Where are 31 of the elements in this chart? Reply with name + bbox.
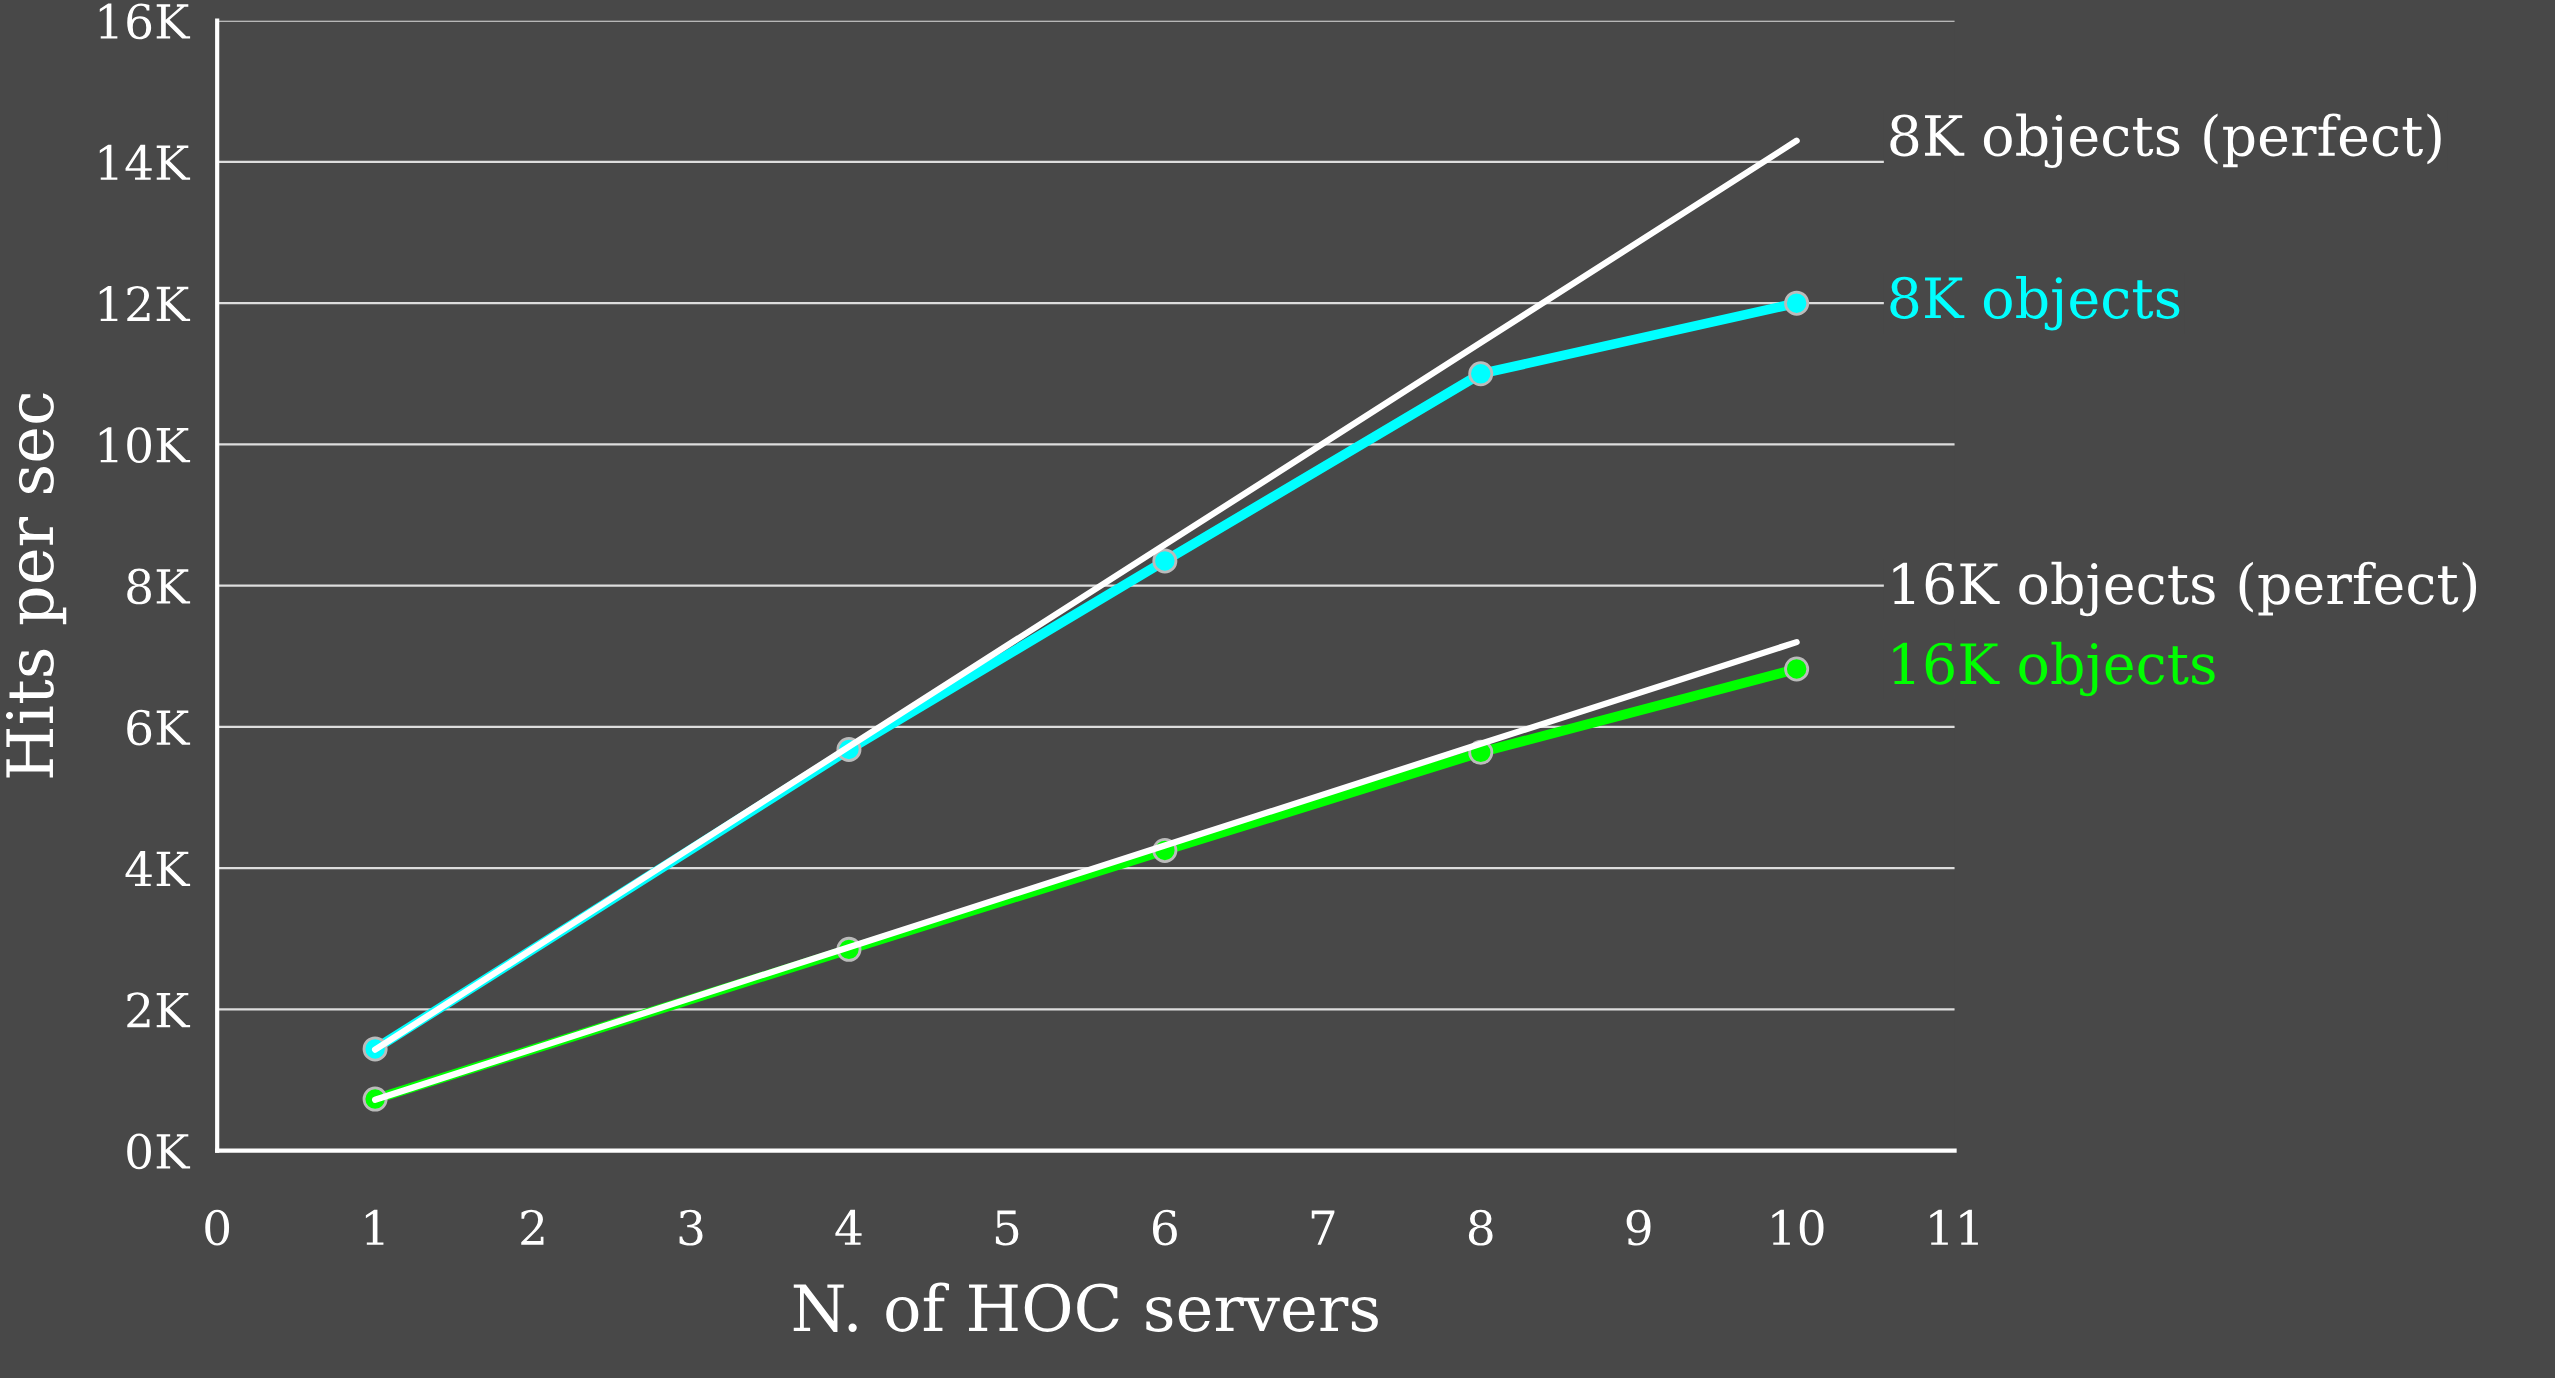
x-tick-label: 7 bbox=[1311, 1210, 1335, 1245]
y-tick-label: 16K bbox=[99, 3, 191, 40]
y-tick-label: 14K bbox=[99, 144, 191, 180]
point bbox=[1784, 290, 1810, 316]
series-label: 8K objects (perfect) bbox=[1890, 113, 2441, 169]
y-axis-title: Hits per sec bbox=[5, 393, 67, 778]
x-tick-label: 10 bbox=[1772, 1209, 1824, 1246]
x-tick-label: 6 bbox=[1152, 1209, 1177, 1246]
x-tick-label: 8 bbox=[1468, 1209, 1493, 1246]
x-tick-label: 4 bbox=[835, 1209, 862, 1245]
series-label: 16K objects bbox=[1893, 641, 2215, 697]
y-tick-label: 0K bbox=[127, 1133, 191, 1170]
x-tick-label: 11 bbox=[1930, 1209, 1978, 1245]
x-tick-label: 5 bbox=[995, 1210, 1019, 1246]
x-tick-label: 3 bbox=[679, 1209, 703, 1246]
y-tick-label: 2K bbox=[127, 992, 191, 1028]
y-tick-label: 12K bbox=[99, 286, 191, 322]
y-tick-label: 4K bbox=[125, 851, 191, 887]
x-tick-label: 0 bbox=[205, 1209, 230, 1246]
x-tick-label: 2 bbox=[521, 1209, 544, 1245]
point bbox=[1152, 548, 1178, 574]
series-label: 16K objects (perfect) bbox=[1893, 561, 2477, 617]
x-axis-title: N. of HOC servers bbox=[793, 1282, 1378, 1332]
series-label: 8K objects bbox=[1890, 275, 2180, 331]
x-tick-label: 9 bbox=[1626, 1209, 1651, 1246]
point bbox=[1784, 656, 1810, 682]
point bbox=[1468, 361, 1494, 387]
y-tick-label: 10K bbox=[99, 427, 191, 464]
x-tick-label: 1 bbox=[365, 1209, 384, 1245]
y-tick-label: 6K bbox=[127, 709, 191, 746]
y-tick-label: 8K bbox=[127, 568, 191, 605]
